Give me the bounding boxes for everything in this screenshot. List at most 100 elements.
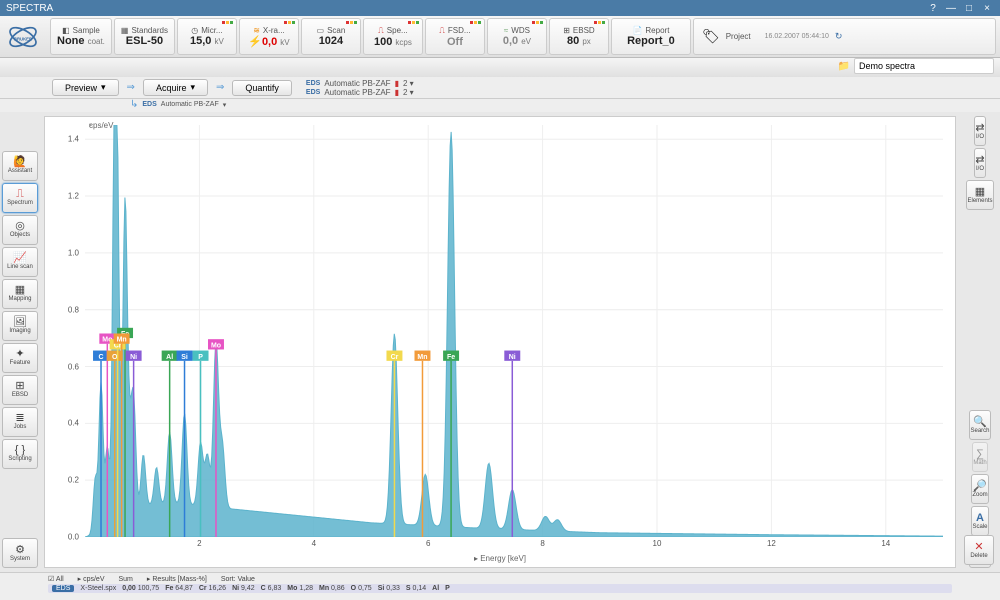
ebsd-nav-icon: ⊞	[15, 381, 24, 392]
search-icon: 🔍	[973, 417, 987, 428]
nav-ebsd[interactable]: ⊞EBSD	[2, 375, 38, 405]
tile-microscope[interactable]: ◷Micr... 15,0 kV	[177, 18, 237, 55]
io-button-2[interactable]: ⇄I/O	[974, 148, 985, 178]
result-cell: Mn 0,86	[319, 585, 345, 592]
minimize-icon[interactable]: —	[944, 2, 958, 14]
nav-linescan[interactable]: 📈Line scan	[2, 247, 38, 277]
arrow-icon: ⇒	[216, 82, 224, 93]
svg-text:Al: Al	[166, 353, 173, 361]
scale-button[interactable]: AScale	[971, 506, 988, 536]
nav-feature[interactable]: ✦Feature	[2, 343, 38, 373]
window-controls: ? — □ ×	[926, 2, 994, 14]
result-cell: Si 0,33	[378, 585, 400, 592]
svg-text:BRUKER: BRUKER	[14, 36, 32, 41]
spectrum-chart[interactable]: cps/eV ▸ 0.00.20.40.60.81.01.21.4 246810…	[44, 116, 956, 568]
svg-text:Mo: Mo	[211, 341, 222, 349]
tile-scan[interactable]: ▭Scan 1024	[301, 18, 361, 55]
y-ticks: 0.00.20.40.60.81.01.21.4	[45, 125, 83, 537]
result-cell: S 0,14	[406, 585, 426, 592]
all-checkbox[interactable]: ☑ All	[48, 575, 64, 583]
svg-text:Si: Si	[181, 353, 188, 361]
tile-spectrometer[interactable]: ⎍Spe... 100 kcps	[363, 18, 423, 55]
tile-wds[interactable]: ≈WDS 0,0 eV	[487, 18, 547, 55]
project-label: Project	[726, 32, 751, 41]
x-axis-label: ▸ Energy [keV]	[474, 554, 526, 563]
ebsd-icon: ⊞	[563, 26, 570, 35]
elements-button[interactable]: ▦Elements	[966, 180, 993, 210]
fsd-icon: ⎍	[439, 26, 445, 36]
maximize-icon[interactable]: □	[962, 2, 976, 14]
folder-icon[interactable]: 📁	[838, 61, 850, 72]
project-input[interactable]	[854, 58, 994, 74]
result-cell: P	[445, 585, 450, 592]
result-cell: Cr 16,26	[199, 585, 226, 592]
tile-report[interactable]: 📄Report Report_0	[611, 18, 691, 55]
svg-text:P: P	[198, 353, 203, 361]
io-button-1[interactable]: ⇄I/O	[974, 116, 985, 146]
spectrum-svg: CMoOFeCrMnNiAlSiPMoCrMnFeNi	[85, 125, 943, 537]
nav-spectrum[interactable]: ⎍Spectrum	[2, 183, 38, 213]
zoom-icon: 🔎	[973, 481, 987, 492]
arrow-icon: ⇒	[127, 82, 135, 93]
nav-mapping[interactable]: ▦Mapping	[2, 279, 38, 309]
close-icon[interactable]: ×	[980, 2, 994, 14]
right-sidebar: ⇄I/O ⇄I/O ▦Elements 🔍Search ∑Math 🔎Zoom …	[960, 112, 1000, 572]
sample-icon: ◧	[62, 26, 70, 35]
scan-icon: ▭	[317, 26, 325, 35]
quantify-button[interactable]: Quantify	[232, 80, 292, 96]
result-cell: Al	[432, 585, 439, 592]
objects-icon: ◎	[15, 221, 25, 232]
workflow-bar: Preview▾ ⇒ Acquire▾ ⇒ Quantify EDSAutoma…	[0, 77, 1000, 99]
tile-ebsd[interactable]: ⊞EBSD 80 px	[549, 18, 609, 55]
help-icon[interactable]: ?	[926, 2, 940, 14]
nav-scripting[interactable]: { }Scripting	[2, 439, 38, 469]
delete-button[interactable]: ✕Delete	[964, 535, 994, 565]
standards-icon: ▦	[121, 26, 129, 35]
svg-text:Ni: Ni	[130, 353, 137, 361]
scripting-icon: { }	[15, 445, 25, 456]
preview-button[interactable]: Preview▾	[52, 79, 119, 96]
tile-sample[interactable]: ◧Sample None coat.	[50, 18, 112, 55]
refresh-icon[interactable]: ↻	[835, 31, 843, 42]
svg-text:Cr: Cr	[391, 353, 399, 361]
main-area: 🙋Assistant ⎍Spectrum ◎Objects 📈Line scan…	[0, 112, 1000, 572]
io-icon: ⇄	[975, 155, 984, 166]
zoom-button[interactable]: 🔎Zoom	[971, 474, 988, 504]
svg-text:Mn: Mn	[417, 353, 427, 361]
bolt-icon: ⚡	[248, 36, 262, 48]
results-bar: ☑ All ▸ cps/eV Sum ▸ Results [Mass-%] So…	[0, 572, 1000, 600]
nav-assistant[interactable]: 🙋Assistant	[2, 151, 38, 181]
eds-tag: EDS	[52, 585, 74, 592]
svg-text:C: C	[98, 353, 103, 361]
bruker-logo: BRUKER	[6, 20, 40, 54]
results-row: EDS X-Steel.spx 0,00 100,75Fe 64,87Cr 16…	[48, 584, 952, 593]
jobs-icon: ≣	[15, 413, 24, 424]
acquire-button[interactable]: Acquire▾	[143, 79, 208, 96]
result-cell: Mo 1,28	[287, 585, 313, 592]
assistant-icon: 🙋	[13, 157, 27, 168]
file-name: X-Steel.spx	[80, 585, 116, 592]
delete-icon: ✕	[974, 542, 983, 553]
nav-jobs[interactable]: ≣Jobs	[2, 407, 38, 437]
nav-imaging[interactable]: 🖼Imaging	[2, 311, 38, 341]
top-ribbon: ◧Sample None coat. ▦Standards ESL-50 ◷Mi…	[0, 16, 1000, 58]
svg-text:Ni: Ni	[509, 353, 516, 361]
tile-xray[interactable]: ≋X-ra... ⚡0,0 kV	[239, 18, 299, 55]
mapping-icon: ▦	[15, 285, 25, 296]
xray-icon: ≋	[253, 26, 260, 35]
imaging-icon: 🖼	[13, 317, 27, 328]
svg-text:Fe: Fe	[447, 353, 455, 361]
app-title: SPECTRA	[6, 3, 53, 14]
chevron-down-icon: ▾	[190, 82, 195, 93]
gauge-icon: ◷	[191, 26, 198, 35]
tile-fsd[interactable]: ⎍FSD... Off	[425, 18, 485, 55]
titlebar: SPECTRA ? — □ ×	[0, 0, 1000, 16]
result-cell: Ni 9,42	[232, 585, 255, 592]
nav-system[interactable]: ⚙System	[2, 538, 38, 568]
math-button[interactable]: ∑Math	[972, 442, 987, 472]
tile-standards[interactable]: ▦Standards ESL-50	[114, 18, 175, 55]
search-button[interactable]: 🔍Search	[969, 410, 990, 440]
linescan-icon: 📈	[13, 253, 27, 264]
nav-objects[interactable]: ◎Objects	[2, 215, 38, 245]
wds-icon: ≈	[504, 26, 508, 35]
